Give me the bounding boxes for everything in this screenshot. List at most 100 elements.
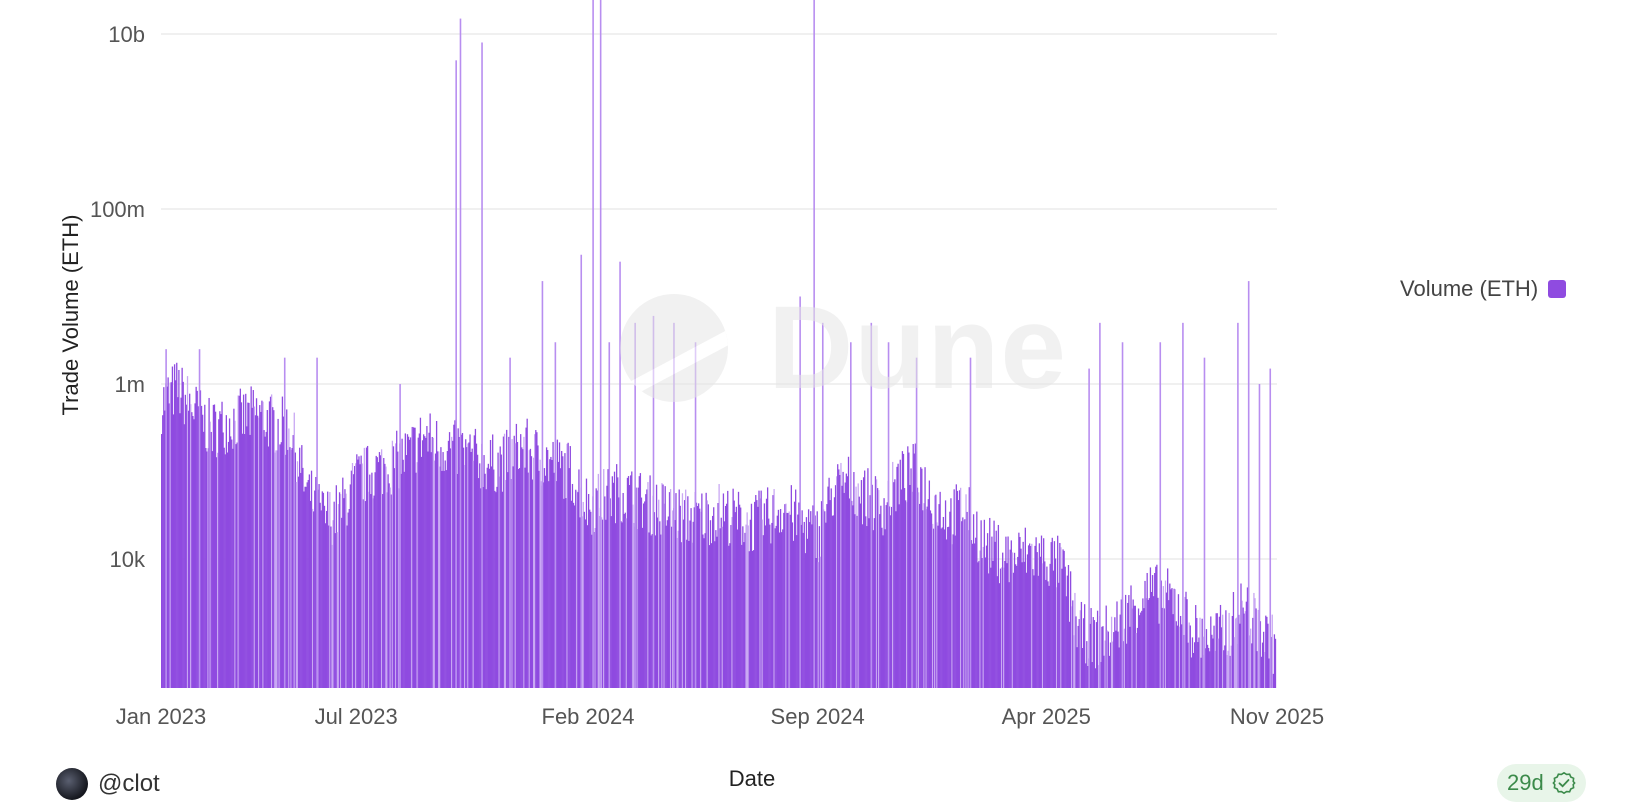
bar	[556, 439, 559, 688]
bar	[797, 514, 799, 688]
bar	[965, 494, 967, 688]
bar	[1116, 601, 1118, 688]
bar	[824, 511, 826, 688]
bar	[193, 419, 195, 688]
bar	[782, 529, 784, 688]
bar	[825, 522, 827, 688]
bar	[329, 492, 331, 688]
bar	[688, 540, 690, 688]
bar	[600, 517, 603, 688]
bar	[911, 491, 913, 688]
bar	[1234, 618, 1237, 688]
refresh-age-badge[interactable]: 29d	[1497, 764, 1586, 802]
bar	[458, 436, 460, 688]
bar	[456, 473, 458, 688]
bar	[1149, 567, 1152, 688]
bar	[1146, 572, 1148, 688]
legend[interactable]: Volume (ETH)	[1400, 276, 1567, 302]
bar	[1209, 651, 1211, 688]
bar	[828, 477, 830, 688]
author-link[interactable]: @clot	[56, 768, 160, 800]
bar	[260, 411, 262, 688]
bar	[187, 410, 190, 688]
bar	[614, 523, 617, 688]
bar	[1046, 566, 1048, 688]
bar	[1223, 650, 1225, 688]
bar	[593, 532, 595, 688]
bar	[256, 415, 259, 688]
bar	[542, 482, 544, 688]
bar	[779, 509, 782, 688]
bar	[323, 505, 326, 688]
bar	[1238, 614, 1240, 688]
bar	[200, 405, 203, 688]
bar	[378, 452, 381, 688]
bar	[183, 424, 185, 688]
bar	[881, 527, 883, 688]
bar	[1063, 550, 1065, 688]
bar	[1141, 610, 1143, 688]
bar	[1170, 589, 1172, 688]
bar	[645, 494, 647, 688]
bar	[486, 467, 488, 688]
bar	[668, 492, 671, 688]
bar	[1065, 596, 1067, 688]
bar	[703, 538, 705, 688]
spike-bar	[915, 357, 918, 688]
bar	[1253, 592, 1255, 688]
bar	[995, 530, 997, 688]
bar	[179, 413, 181, 688]
bar	[228, 418, 231, 688]
bar	[976, 511, 978, 688]
bar	[953, 489, 955, 688]
bar	[681, 493, 684, 688]
bar	[176, 362, 178, 688]
bar	[733, 500, 735, 688]
bar	[638, 476, 640, 688]
bar	[496, 486, 498, 688]
bar	[789, 514, 791, 688]
bar	[186, 376, 189, 688]
bar	[466, 447, 468, 688]
bar	[389, 487, 391, 688]
bar	[902, 453, 905, 688]
bar	[294, 452, 296, 688]
bar	[536, 432, 538, 688]
bar	[1103, 655, 1105, 688]
bar	[468, 442, 470, 688]
bar	[314, 490, 316, 688]
spike-bar	[316, 357, 318, 688]
bar	[470, 451, 472, 688]
bar	[686, 539, 688, 688]
bar	[682, 519, 685, 688]
bar	[603, 469, 605, 688]
bar	[210, 431, 212, 688]
bar	[561, 450, 563, 688]
bar	[415, 472, 417, 688]
bar	[832, 515, 835, 688]
bar	[449, 448, 452, 688]
bar	[362, 499, 364, 688]
bar	[1158, 623, 1160, 688]
bar	[262, 401, 264, 688]
bar	[402, 459, 404, 688]
bar	[166, 386, 168, 688]
bar	[1031, 543, 1033, 688]
bar	[831, 515, 833, 688]
bar	[1076, 647, 1078, 688]
bar	[502, 436, 505, 688]
bar	[293, 412, 295, 688]
bar	[409, 439, 411, 688]
bar	[751, 550, 754, 688]
bar	[1016, 565, 1018, 688]
bar	[1071, 606, 1073, 688]
bar	[219, 411, 221, 688]
bar	[944, 500, 947, 688]
bar	[675, 493, 677, 688]
bar	[343, 498, 345, 688]
bar	[1211, 634, 1213, 688]
bar	[1183, 634, 1185, 688]
bar	[1100, 661, 1102, 688]
bar	[818, 526, 821, 688]
bar	[439, 466, 441, 688]
